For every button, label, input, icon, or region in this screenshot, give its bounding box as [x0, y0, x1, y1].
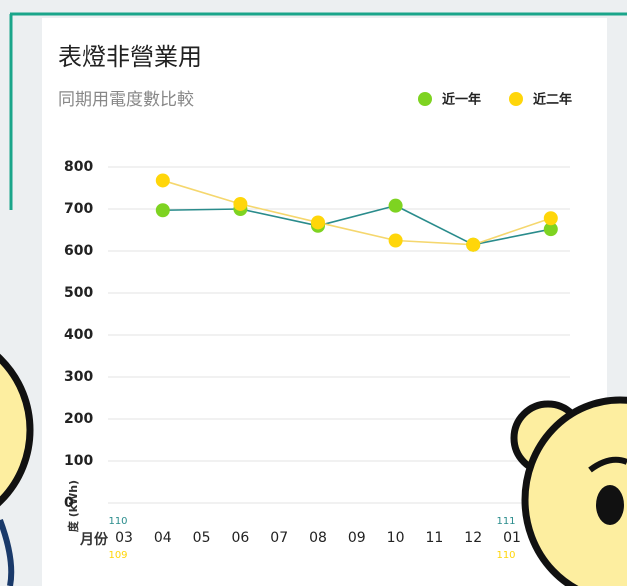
year-label: 110 — [108, 516, 127, 527]
x-tick-label: 06 — [231, 530, 249, 546]
y-tick-label: 100 — [64, 453, 93, 469]
x-tick-label: 01 — [503, 530, 521, 546]
x-tick-label: 11 — [425, 530, 443, 546]
legend-marker — [509, 92, 523, 106]
y-tick-label: 0 — [64, 495, 74, 511]
x-axis-label: 月份 — [79, 531, 109, 548]
y-tick-label: 200 — [64, 411, 93, 427]
y-tick-label: 500 — [64, 285, 93, 301]
y-tick-label: 400 — [64, 327, 93, 343]
year-label: 110 — [496, 550, 515, 561]
point — [389, 199, 403, 213]
x-tick-label: 04 — [154, 530, 172, 546]
x-tick-label: 12 — [464, 530, 482, 546]
legend-marker — [418, 92, 432, 106]
x-tick-label: 09 — [348, 530, 366, 546]
x-tick-label: 07 — [270, 530, 288, 546]
y-tick-label: 800 — [64, 159, 93, 175]
x-tick-label: 05 — [193, 530, 211, 546]
y-tick-label: 600 — [64, 243, 93, 259]
point — [156, 173, 170, 187]
chart-subtitle: 同期用電度數比較 — [58, 90, 194, 110]
point — [466, 238, 480, 252]
year-label: 111 — [496, 516, 515, 527]
y-tick-label: 700 — [64, 201, 93, 217]
point — [156, 203, 170, 217]
bear-eye — [596, 485, 624, 525]
x-tick-label: 10 — [387, 530, 405, 546]
year-label: 109 — [108, 550, 127, 561]
point — [544, 211, 558, 225]
point — [389, 234, 403, 248]
chart-title: 表燈非營業用 — [58, 43, 202, 71]
x-tick-label: 08 — [309, 530, 327, 546]
page: 表燈非營業用 同期用電度數比較 度 (kWh) 月份 0100200300400… — [0, 0, 627, 586]
chart: 表燈非營業用 同期用電度數比較 度 (kWh) 月份 0100200300400… — [0, 0, 627, 586]
point — [233, 197, 247, 211]
point — [311, 215, 325, 229]
legend-label: 近二年 — [533, 92, 572, 108]
y-tick-label: 300 — [64, 369, 93, 385]
x-tick-label: 03 — [115, 530, 133, 546]
legend-label: 近一年 — [442, 92, 481, 108]
